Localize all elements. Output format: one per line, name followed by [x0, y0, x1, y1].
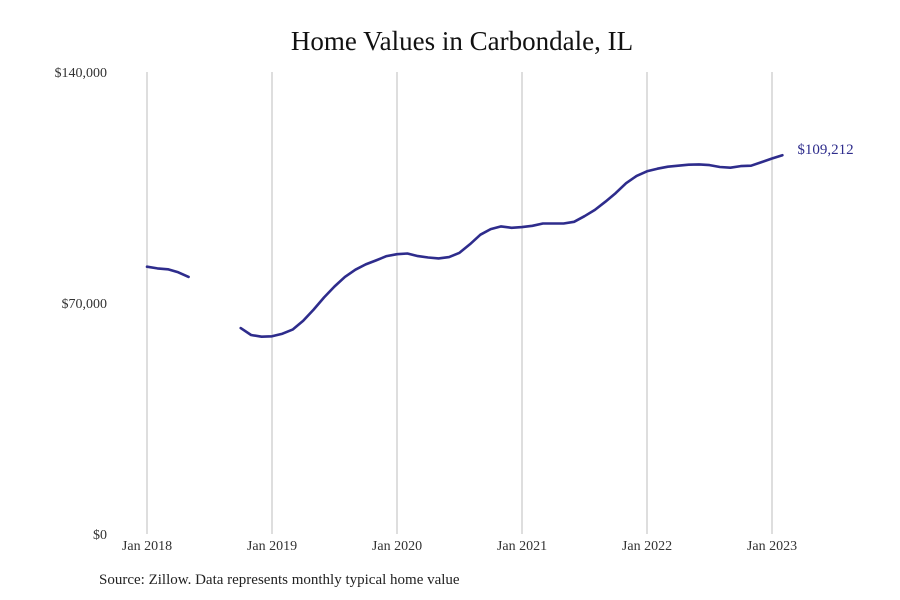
series-line-segment-2 — [239, 153, 784, 339]
series-home-value — [145, 153, 784, 339]
y-axis: $0 $70,000 $140,000 — [55, 66, 108, 543]
y-tick-label: $70,000 — [62, 297, 108, 312]
x-tick-label: Jan 2023 — [747, 539, 797, 554]
end-value-label: $109,212 — [797, 142, 853, 158]
series-line-segment-1 — [145, 265, 190, 279]
x-axis: Jan 2018 Jan 2019 Jan 2020 Jan 2021 Jan 2022… — [122, 539, 797, 554]
x-tick-label: Jan 2018 — [122, 539, 172, 554]
x-tick-label: Jan 2021 — [497, 539, 547, 554]
chart-title: Home Values in Carbondale, IL — [290, 26, 634, 56]
x-tick-label: Jan 2019 — [247, 539, 297, 554]
source-note: Source: Zillow. Data represents monthly … — [99, 572, 460, 588]
grid-lines — [146, 72, 773, 534]
y-tick-label: $0 — [93, 528, 107, 543]
y-tick-label: $140,000 — [55, 66, 108, 81]
x-tick-label: Jan 2022 — [622, 539, 672, 554]
x-tick-label: Jan 2020 — [372, 539, 422, 554]
